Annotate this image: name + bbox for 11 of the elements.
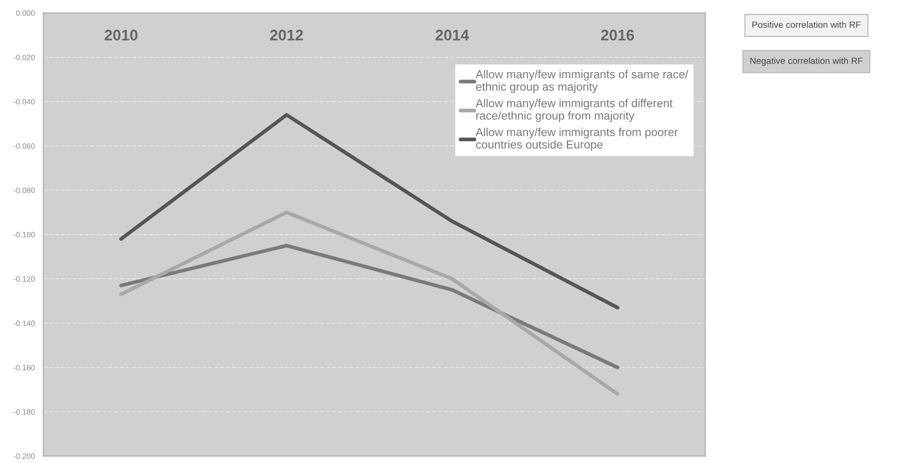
x-tick-label: 2016: [601, 30, 634, 40]
x-tick-label: 2010: [104, 30, 138, 40]
x-tick-label: 2014: [436, 30, 469, 40]
legend-label: Allow many/few immigrants from poorer countries outside Europe: [476, 128, 678, 151]
text: Positive correlation with RF: [752, 21, 861, 28]
legend-label: Allow many/few immigrants of different race/ethnic group from majority: [476, 98, 673, 122]
line-series: [119, 244, 620, 370]
text: Negative correlation with RF: [750, 57, 863, 66]
legend-label: Allow many/few immigrants of same race/ ethnic group as majority: [476, 70, 688, 94]
x-tick-label: 2012: [270, 30, 303, 40]
line-series: [119, 210, 620, 396]
